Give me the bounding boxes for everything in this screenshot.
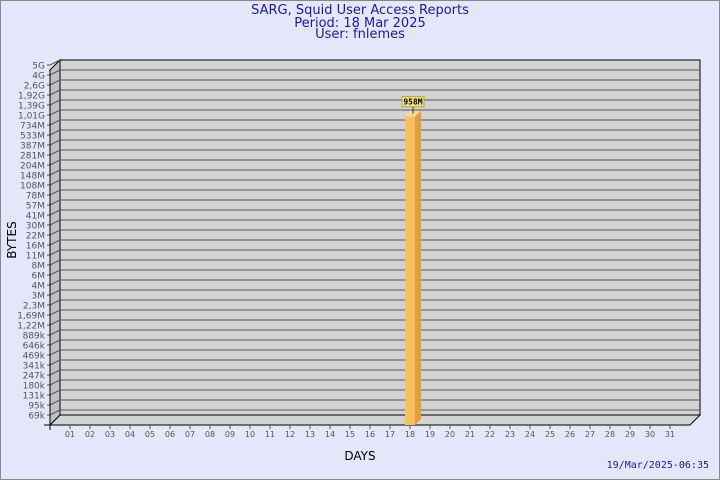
x-tick-label: 13: [305, 430, 315, 439]
x-tick-label: 18: [405, 430, 415, 439]
x-tick-label: 05: [145, 430, 155, 439]
y-axis-title: BYTES: [5, 221, 19, 258]
x-tick-label: 21: [465, 430, 475, 439]
y-tick-label: 204M: [20, 162, 45, 172]
x-tick-label: 20: [445, 430, 455, 439]
x-tick-label: 07: [185, 430, 195, 439]
y-tick-label: 341k: [23, 362, 46, 372]
y-tick-label: 533M: [20, 132, 45, 142]
x-tick-label: 08: [205, 430, 215, 439]
x-tick-label: 15: [345, 430, 355, 439]
x-tick-label: 12: [285, 430, 295, 439]
bar-front: [405, 116, 415, 425]
bar-value-label: 958M: [403, 98, 422, 107]
bar-label-box: [401, 96, 425, 108]
x-tick-label: 11: [265, 430, 275, 439]
x-tick-label: 10: [245, 430, 255, 439]
x-tick-label: 06: [165, 430, 175, 439]
y-tick-label: 8M: [32, 262, 46, 272]
y-tick-label: 2,6G: [24, 82, 45, 92]
y-tick-label: 95k: [28, 402, 45, 412]
y-tick-label: 1,69M: [17, 312, 45, 322]
y-tick-label: 108M: [20, 182, 45, 192]
x-tick-label: 29: [625, 430, 635, 439]
y-tick-label: 69k: [28, 412, 45, 422]
x-tick-label: 31: [665, 430, 675, 439]
x-tick-label: 23: [505, 430, 515, 439]
floor: [48, 414, 702, 426]
x-tick-label: 03: [105, 430, 115, 439]
y-tick-label: 180k: [23, 382, 46, 392]
y-tick-label: 131k: [23, 392, 46, 402]
y-tick-label: 41M: [26, 212, 45, 222]
x-tick-label: 24: [525, 430, 535, 439]
x-tick-label: 04: [125, 430, 135, 439]
y-tick-label: 4G: [32, 72, 45, 82]
y-tick-label: 6M: [32, 272, 46, 282]
y-tick-label: 2,3M: [23, 302, 45, 312]
y-tick-label: 889k: [23, 332, 46, 342]
y-tick-label: 57M: [26, 202, 45, 212]
x-tick-label: 14: [325, 430, 335, 439]
back-wall: [59, 59, 701, 416]
y-tick-label: 5G: [32, 62, 45, 72]
y-tick-label: 1,22M: [17, 322, 45, 332]
y-tick-label: 1,01G: [18, 112, 45, 122]
y-tick-label: 16M: [26, 242, 45, 252]
y-tick-label: 4M: [32, 282, 46, 292]
chart-user: User: fnlemes: [315, 27, 405, 42]
x-tick-label: 22: [485, 430, 495, 439]
y-tick-label: 247k: [23, 372, 46, 382]
chart-title: SARG, Squid User Access Reports: [251, 3, 469, 18]
x-tick-label: 26: [565, 430, 575, 439]
x-tick-label: 01: [65, 430, 75, 439]
x-tick-label: 02: [85, 430, 95, 439]
y-tick-label: 3M: [32, 292, 46, 302]
x-axis-title: DAYS: [344, 449, 375, 463]
y-tick-label: 1,92G: [18, 92, 45, 102]
y-tick-label: 11M: [26, 252, 45, 262]
y-tick-label: 148M: [20, 172, 45, 182]
x-tick-label: 30: [645, 430, 655, 439]
y-tick-label: 78M: [26, 192, 45, 202]
y-tick: [47, 59, 61, 66]
x-tick-label: 09: [225, 430, 235, 439]
y-tick-label: 281M: [20, 152, 45, 162]
chart-period: Period: 18 Mar 2025: [294, 16, 426, 31]
x-tick-label: 17: [385, 430, 395, 439]
x-tick-label: 19: [425, 430, 435, 439]
y-tick-label: 469k: [23, 352, 46, 362]
y-tick-label: 646k: [23, 342, 46, 352]
y-tick-label: 734M: [20, 122, 45, 132]
x-tick-label: 27: [585, 430, 595, 439]
x-tick-label: 28: [605, 430, 615, 439]
y-tick-label: 30M: [26, 222, 45, 232]
y-tick-label: 387M: [20, 142, 45, 152]
x-tick-label: 25: [545, 430, 555, 439]
timestamp: 19/Mar/2025-06:35: [606, 460, 709, 471]
y-tick-label: 22M: [26, 232, 45, 242]
bar-side: [415, 110, 421, 425]
x-tick-label: 16: [365, 430, 375, 439]
y-tick-label: 1,39G: [18, 102, 45, 112]
